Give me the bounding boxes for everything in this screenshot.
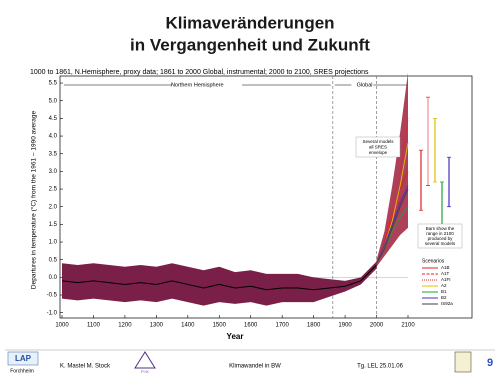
- legend-label: A1T: [441, 271, 450, 276]
- annotation: produced by: [428, 236, 454, 241]
- logo: [7, 351, 39, 366]
- scenario-line: [376, 118, 409, 264]
- y-tick-label: 0.0: [49, 275, 58, 281]
- legend-label: IS92a: [441, 301, 453, 306]
- y-tick-label: 4.0: [49, 134, 58, 140]
- x-axis-label: Year: [227, 332, 244, 341]
- y-tick-label: 4.5: [49, 116, 58, 122]
- x-tick-label: 1500: [213, 323, 227, 329]
- y-tick-label: 3.0: [49, 169, 58, 175]
- plot: -1.0 -0.5 0.0 0.5 1.0 1.5 2.0 2.5 3.0 3.5 4.0 4.5 5.…: [47, 72, 473, 329]
- y-tick-label: 5.0: [49, 98, 58, 104]
- x-tick-label: 1900: [338, 323, 352, 329]
- footer-authors: K. Mastel M. Stock: [60, 364, 111, 370]
- scenario-line: [376, 188, 409, 264]
- footer-topic: Klimawandel in BW: [229, 364, 281, 370]
- footer-event: Tg. LEL 25.01.06: [357, 364, 403, 370]
- x-tick-label: 1100: [87, 323, 101, 329]
- y-axis-label: Departures in temperature (°C) from the …: [30, 111, 38, 290]
- annotation: Global: [357, 82, 373, 88]
- annotation: range in 2100: [426, 231, 454, 236]
- annotation: all SRES: [369, 145, 387, 150]
- pik-logo: [134, 351, 156, 369]
- annotation: Northern Hemisphere: [171, 82, 224, 88]
- annotation: envelope: [369, 150, 388, 155]
- legend-label: A1B: [441, 265, 450, 270]
- y-tick-label: 1.0: [49, 240, 58, 246]
- legend-title: Scenarios: [422, 258, 445, 264]
- legend-label: B2: [441, 295, 447, 300]
- slide-title: Klimaveränderungen: [165, 13, 334, 32]
- x-tick-label: 1700: [276, 323, 290, 329]
- footer-place: Forchheim: [10, 368, 34, 374]
- crest: [454, 351, 472, 373]
- logo-text: LAP: [15, 354, 32, 363]
- annotation: several models: [425, 241, 456, 246]
- chart-title: 1000 to 1861, N.Hemisphere, proxy data; …: [30, 69, 369, 76]
- x-tick-label: 1200: [118, 323, 132, 329]
- label-bg: [172, 81, 243, 89]
- y-tick-label: 2.5: [49, 187, 58, 193]
- footer-institute: P I K: [141, 370, 149, 374]
- scenario-line: [376, 188, 409, 264]
- x-tick-label: 1400: [181, 323, 195, 329]
- y-tick-label: 3.5: [49, 151, 58, 157]
- y-tick-label: -0.5: [47, 293, 58, 299]
- page-number: 9: [487, 357, 493, 369]
- temperature-line: [61, 264, 377, 291]
- legend-label: B1: [441, 289, 447, 294]
- x-tick-label: 1600: [244, 323, 258, 329]
- annotation: Bars show the: [426, 226, 455, 231]
- y-tick-label: 0.5: [49, 257, 58, 263]
- callout-box: [417, 223, 463, 249]
- y-tick-label: 2.0: [49, 204, 58, 210]
- legend-label: A2: [441, 283, 447, 288]
- x-tick-label: 2000: [370, 323, 384, 329]
- slide-title: in Vergangenheit und Zukunft: [130, 35, 370, 54]
- x-tick-label: 2100: [401, 323, 415, 329]
- y-tick-label: -1.0: [47, 310, 58, 316]
- uncertainty-band: [62, 261, 377, 306]
- x-tick-label: 1300: [150, 323, 164, 329]
- legend-label: A1FI: [441, 277, 451, 282]
- annotation: Several models: [362, 139, 394, 144]
- callout-line: [399, 146, 402, 151]
- x-tick-label: 1000: [55, 323, 69, 329]
- scenario-line: [376, 185, 409, 264]
- y-tick-label: 1.5: [49, 222, 58, 228]
- y-tick-label: 5.5: [49, 81, 58, 87]
- label-bg: [351, 81, 374, 89]
- x-tick-label: 1800: [307, 323, 321, 329]
